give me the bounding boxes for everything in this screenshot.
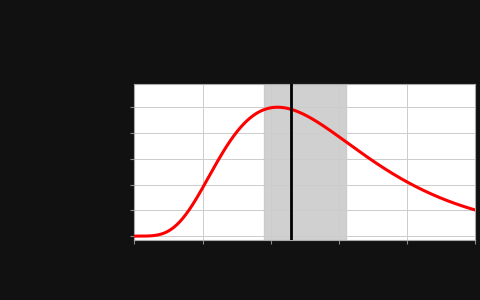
Bar [264,84,346,240]
